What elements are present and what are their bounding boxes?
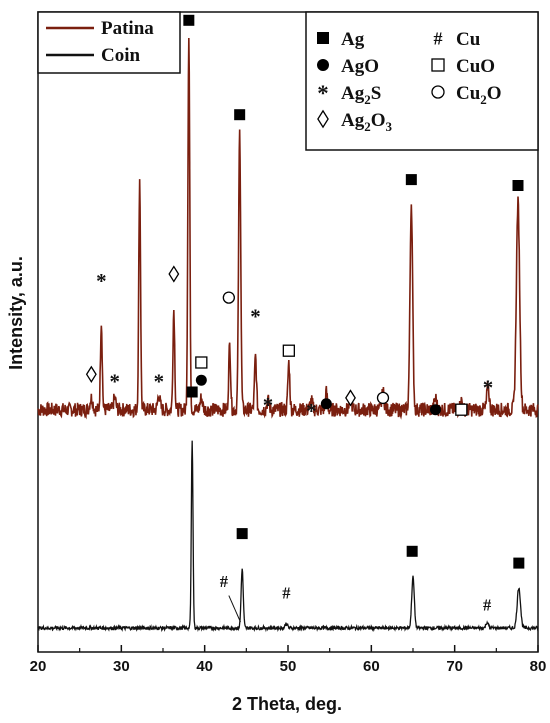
- peak-marker-open-square: [282, 344, 295, 357]
- series-layer: [37, 38, 539, 633]
- x-ticks: 20 30 40 50 60 70 80: [30, 645, 547, 675]
- y-axis-title: Intensity, a.u.: [6, 256, 26, 370]
- phase-legend-symbol-open-circle: [431, 85, 445, 99]
- phase-legend-symbol-hash: #: [434, 29, 443, 49]
- x-tick-label-50: 50: [280, 658, 297, 675]
- phase-legend-label: AgO: [341, 56, 379, 77]
- peak-marker-hash: #: [282, 584, 291, 603]
- peak-pointer-line: [228, 595, 241, 623]
- phase-legend-label: Cu: [456, 29, 481, 50]
- x-tick-label-20: 20: [30, 658, 47, 675]
- peak-marker-open-circle: [376, 391, 390, 405]
- peak-marker-open-circle: [222, 291, 235, 304]
- legend-label-patina: Patina: [101, 18, 154, 39]
- x-tick-label-40: 40: [196, 658, 213, 675]
- peak-marker-diamond: [345, 389, 356, 407]
- peak-marker-filled-circle: [195, 374, 207, 386]
- peak-marker-star: *: [306, 399, 316, 423]
- x-tick-label-80: 80: [530, 658, 547, 675]
- peak-marker-star: *: [154, 369, 164, 393]
- svg-text:*: *: [483, 375, 493, 399]
- peak-marker-filled-square: [236, 528, 248, 540]
- peak-marker-hash: #: [220, 572, 229, 591]
- x-tick-label-70: 70: [446, 658, 463, 675]
- peak-marker-filled-square: [186, 386, 198, 398]
- phase-legend-box: [305, 11, 539, 151]
- peak-marker-star: *: [250, 305, 260, 329]
- svg-text:*: *: [306, 399, 316, 423]
- x-tick-label-30: 30: [113, 658, 130, 675]
- series-legend-box: [37, 11, 181, 74]
- peak-marker-filled-square: [405, 174, 417, 186]
- peak-marker-filled-square: [183, 14, 195, 26]
- series-legend: Patina Coin: [37, 11, 181, 74]
- phase-legend-label: Ag: [341, 29, 365, 50]
- peak-marker-diamond: [85, 365, 97, 383]
- phase-legend-symbol-open-square: [431, 58, 445, 72]
- svg-text:*: *: [109, 369, 119, 393]
- x-axis-title: 2 Theta, deg.: [232, 694, 342, 714]
- svg-text:*: *: [250, 305, 260, 329]
- peak-marker-filled-square: [512, 180, 524, 191]
- peak-markers: * * * * * * * # # #: [85, 14, 525, 623]
- phase-legend-label: Cu2O: [456, 83, 502, 107]
- legend-label-coin: Coin: [101, 45, 141, 66]
- svg-text:*: *: [263, 393, 273, 417]
- peak-marker-diamond: [168, 265, 180, 283]
- phase-legend-symbol-filled-circle: [317, 59, 329, 71]
- peak-marker-filled-square: [513, 557, 525, 569]
- peak-marker-filled-square: [234, 109, 246, 121]
- series-line-coin: [37, 440, 539, 633]
- peak-marker-hash: #: [483, 595, 492, 614]
- phase-legend: Ag AgO * Ag2S Ag2O3 # Cu CuO Cu2O: [305, 11, 539, 151]
- peak-marker-star: *: [109, 369, 119, 393]
- x-tick-label-60: 60: [363, 658, 380, 675]
- peak-marker-filled-circle: [430, 404, 441, 416]
- peak-marker-filled-circle: [320, 398, 332, 410]
- svg-text:*: *: [96, 269, 106, 293]
- series-line-patina: [37, 38, 539, 420]
- phase-legend-symbol-filled-square: [317, 32, 329, 44]
- svg-text:#: #: [483, 595, 492, 614]
- phase-legend-label: Ag2S: [341, 83, 381, 107]
- phase-legend-items: Ag AgO * Ag2S Ag2O3 # Cu CuO Cu2O: [317, 29, 502, 134]
- svg-text:#: #: [434, 29, 443, 49]
- peak-marker-open-square: [195, 356, 208, 369]
- svg-text:*: *: [317, 81, 328, 106]
- phase-legend-label: Ag2O3: [341, 110, 393, 134]
- phase-legend-symbol-diamond: [317, 109, 329, 129]
- svg-text:*: *: [154, 369, 164, 393]
- svg-text:#: #: [220, 572, 229, 591]
- phase-legend-symbol-star: *: [317, 81, 328, 106]
- peak-marker-star: *: [483, 375, 493, 399]
- peak-marker-open-square: [455, 403, 468, 416]
- svg-text:#: #: [282, 584, 291, 603]
- peak-marker-filled-square: [406, 545, 418, 557]
- peak-marker-star: *: [263, 393, 273, 417]
- phase-legend-label: CuO: [456, 56, 495, 77]
- peak-marker-star: *: [96, 269, 106, 293]
